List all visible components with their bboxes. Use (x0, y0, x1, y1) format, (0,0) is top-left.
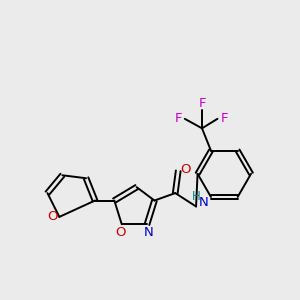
Text: H: H (192, 190, 200, 203)
Text: N: N (199, 196, 208, 209)
Text: F: F (175, 112, 182, 125)
Text: F: F (220, 112, 228, 125)
Text: N: N (144, 226, 153, 239)
Text: O: O (180, 163, 191, 176)
Text: F: F (198, 98, 206, 110)
Text: O: O (48, 210, 58, 224)
Text: O: O (115, 226, 125, 239)
